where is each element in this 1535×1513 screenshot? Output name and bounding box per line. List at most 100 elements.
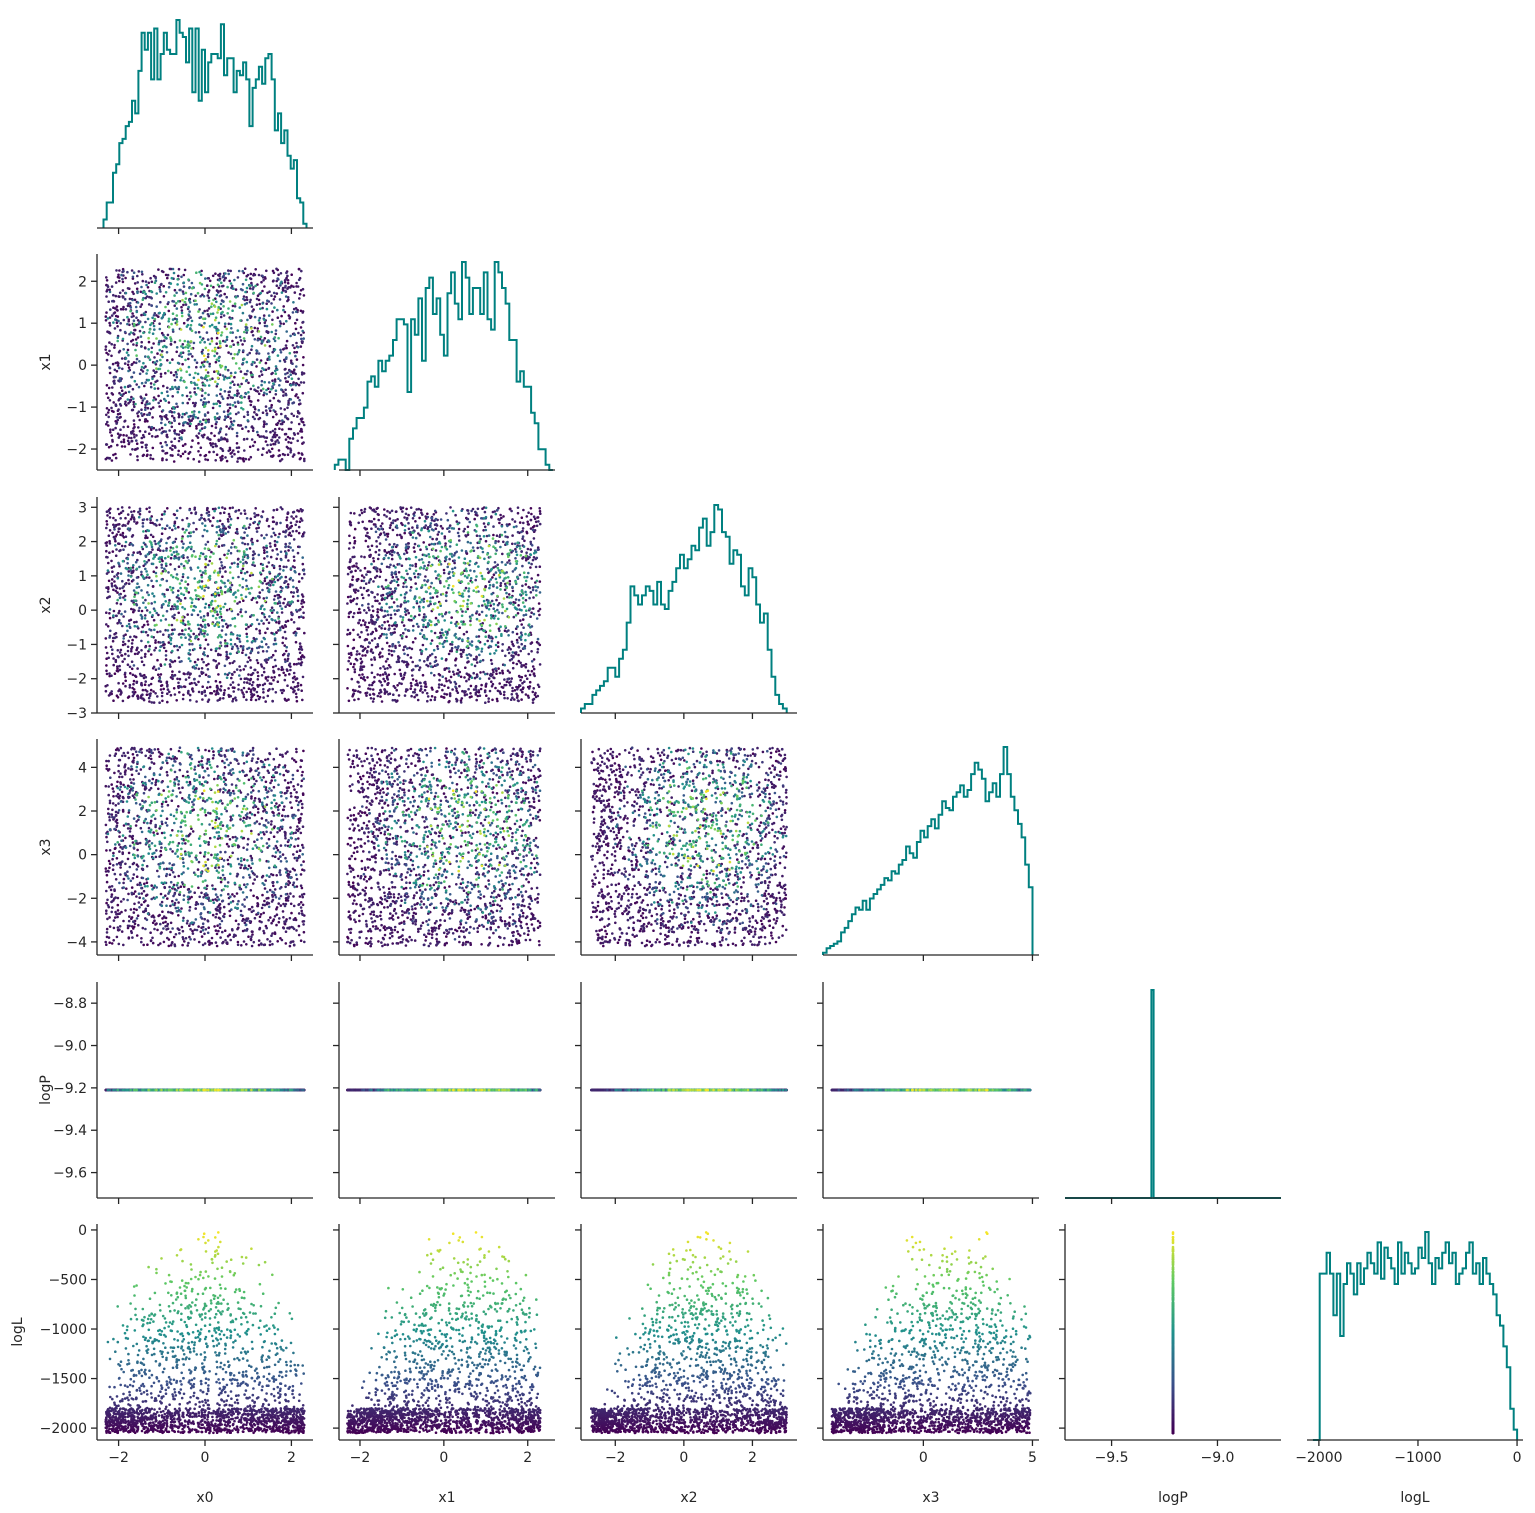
scatter-point — [243, 438, 246, 441]
scatter-point — [195, 435, 198, 438]
scatter-point — [132, 339, 135, 342]
scatter-point — [258, 303, 261, 306]
scatter-point — [106, 288, 109, 291]
scatter-point — [286, 446, 289, 449]
scatter-point — [230, 421, 233, 424]
scatter-point — [271, 372, 274, 375]
scatter-point — [250, 388, 253, 391]
scatter-point — [290, 428, 293, 431]
scatter-point — [212, 275, 215, 278]
scatter-point — [118, 269, 121, 272]
scatter-point — [290, 442, 293, 445]
scatter-point — [296, 358, 299, 361]
scatter-point — [301, 417, 304, 420]
scatter-point — [217, 400, 220, 403]
scatter-point — [124, 362, 127, 365]
scatter-point — [136, 455, 139, 458]
scatter-point — [243, 416, 246, 419]
scatter-point — [111, 459, 114, 462]
scatter-point — [291, 388, 294, 391]
scatter-point — [229, 417, 232, 420]
scatter-point — [245, 373, 248, 376]
scatter-point — [214, 272, 217, 275]
scatter-point — [173, 430, 176, 433]
scatter-point — [109, 324, 112, 327]
scatter-point — [153, 375, 156, 378]
scatter-point — [164, 372, 167, 375]
scatter-point — [287, 282, 290, 285]
scatter-point — [183, 322, 186, 325]
scatter-point — [178, 416, 181, 419]
scatter-point — [157, 395, 160, 398]
scatter-point — [114, 427, 117, 430]
scatter-point — [182, 444, 185, 447]
scatter-point — [220, 316, 223, 319]
scatter-point — [297, 396, 300, 399]
scatter-point — [298, 268, 301, 271]
scatter-point — [270, 443, 273, 446]
scatter-point — [215, 342, 218, 345]
scatter-point — [167, 274, 170, 277]
scatter-point — [150, 382, 153, 385]
scatter-point — [178, 440, 181, 443]
scatter-point — [287, 418, 290, 421]
scatter-point — [273, 298, 276, 301]
scatter-point — [301, 436, 304, 439]
scatter-point — [290, 273, 293, 276]
scatter-point — [112, 401, 115, 404]
scatter-point — [300, 428, 303, 431]
scatter-point — [303, 381, 306, 384]
scatter-point — [116, 325, 119, 328]
scatter-point — [241, 427, 244, 430]
scatter-point — [302, 392, 305, 395]
scatter-point — [212, 446, 215, 449]
scatter-point — [186, 395, 189, 398]
scatter-point — [152, 458, 155, 461]
scatter-point — [152, 369, 155, 372]
scatter-point — [262, 411, 265, 414]
scatter-point — [293, 347, 296, 350]
scatter-point — [106, 359, 109, 362]
scatter-point — [236, 460, 239, 463]
scatter-point — [125, 434, 128, 437]
scatter-point — [139, 305, 142, 308]
scatter-point — [197, 450, 200, 453]
scatter-point — [248, 352, 251, 355]
scatter-point — [278, 427, 281, 430]
scatter-point — [136, 442, 139, 445]
scatter-point — [124, 277, 127, 280]
scatter-point — [231, 340, 234, 343]
scatter-point — [266, 451, 269, 454]
scatter-point — [231, 451, 234, 454]
scatter-point — [278, 436, 281, 439]
scatter-point — [105, 392, 108, 395]
scatter-point — [290, 359, 293, 362]
scatter-point — [170, 441, 173, 444]
scatter-point — [235, 288, 238, 291]
scatter-point — [115, 295, 118, 298]
scatter-point — [161, 427, 164, 430]
scatter-point — [133, 329, 136, 332]
scatter-point — [127, 425, 130, 428]
scatter-point — [237, 457, 240, 460]
scatter-point — [263, 314, 266, 317]
scatter-point — [271, 319, 274, 322]
scatter-point — [250, 404, 253, 407]
scatter-points — [104, 267, 305, 463]
scatter-point — [132, 388, 135, 391]
scatter-point — [231, 428, 234, 431]
scatter-point — [123, 441, 126, 444]
scatter-point — [255, 365, 258, 368]
scatter-point — [166, 418, 169, 421]
scatter-point — [280, 423, 283, 426]
scatter-point — [297, 285, 300, 288]
scatter-point — [197, 442, 200, 445]
scatter-point — [277, 316, 280, 319]
scatter-point — [132, 343, 135, 346]
scatter-point — [166, 359, 169, 362]
scatter-point — [154, 436, 157, 439]
scatter-point — [254, 274, 257, 277]
scatter-point — [118, 351, 121, 354]
scatter-point — [133, 426, 136, 429]
scatter-point — [226, 438, 229, 441]
